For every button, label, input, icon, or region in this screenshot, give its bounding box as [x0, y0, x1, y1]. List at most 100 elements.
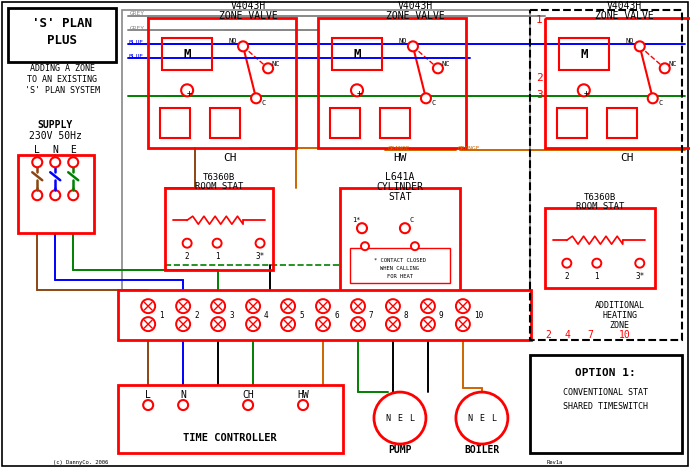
- Circle shape: [211, 317, 225, 331]
- Text: PUMP: PUMP: [388, 445, 412, 455]
- Circle shape: [68, 190, 78, 200]
- Text: 5: 5: [299, 311, 304, 320]
- Text: 10: 10: [619, 330, 631, 340]
- Circle shape: [183, 239, 192, 248]
- Text: V4043H: V4043H: [607, 1, 642, 11]
- Text: 2: 2: [194, 311, 199, 320]
- Text: 2: 2: [536, 73, 542, 83]
- Circle shape: [400, 223, 410, 233]
- Text: ROOM STAT: ROOM STAT: [575, 202, 624, 211]
- Text: C: C: [432, 100, 436, 106]
- Text: 'S' PLAN SYSTEM: 'S' PLAN SYSTEM: [25, 86, 100, 95]
- Text: ORANGE: ORANGE: [388, 146, 411, 151]
- Text: C: C: [659, 100, 663, 106]
- Circle shape: [648, 93, 658, 103]
- Text: +: +: [186, 89, 192, 98]
- Text: L: L: [409, 414, 415, 423]
- Circle shape: [176, 317, 190, 331]
- Circle shape: [263, 63, 273, 73]
- Circle shape: [635, 259, 644, 268]
- Text: 3: 3: [229, 311, 234, 320]
- Text: SUPPLY: SUPPLY: [38, 120, 73, 130]
- Text: CYLINDER: CYLINDER: [377, 182, 424, 192]
- Text: 2: 2: [545, 330, 551, 340]
- Text: BOILER: BOILER: [464, 445, 500, 455]
- Text: E: E: [397, 414, 402, 423]
- Circle shape: [421, 93, 431, 103]
- Text: 2: 2: [564, 271, 569, 281]
- Circle shape: [433, 63, 443, 73]
- Text: NC: NC: [669, 61, 677, 67]
- Text: 1: 1: [536, 15, 542, 25]
- Text: CH: CH: [224, 153, 237, 163]
- Circle shape: [143, 400, 153, 410]
- Text: ORANGE: ORANGE: [458, 146, 480, 151]
- Text: NO: NO: [229, 38, 237, 44]
- Text: 'S' PLAN: 'S' PLAN: [32, 17, 92, 30]
- Text: V4043H: V4043H: [230, 1, 266, 11]
- Text: N: N: [180, 390, 186, 400]
- Text: 230V 50Hz: 230V 50Hz: [29, 131, 81, 141]
- Circle shape: [316, 317, 330, 331]
- Text: 9: 9: [439, 311, 444, 320]
- Text: NC: NC: [442, 61, 450, 67]
- Text: ADDITIONAL: ADDITIONAL: [595, 300, 644, 310]
- Text: STAT: STAT: [388, 192, 412, 202]
- Bar: [210, 108, 240, 138]
- Text: SHARED TIMESWITCH: SHARED TIMESWITCH: [563, 402, 649, 410]
- Bar: [332, 38, 382, 70]
- Text: PLUS: PLUS: [47, 34, 77, 47]
- Circle shape: [351, 84, 363, 96]
- Bar: [340, 188, 460, 296]
- Text: HEATING: HEATING: [602, 311, 638, 320]
- Circle shape: [246, 299, 260, 313]
- Text: OPTION 1:: OPTION 1:: [575, 368, 636, 378]
- Text: 3: 3: [536, 90, 542, 100]
- Circle shape: [660, 63, 670, 73]
- Text: 4: 4: [565, 330, 571, 340]
- Text: L: L: [491, 414, 496, 423]
- Circle shape: [351, 317, 365, 331]
- Text: NC: NC: [272, 61, 280, 67]
- Text: 7: 7: [369, 311, 373, 320]
- Text: 1: 1: [215, 252, 219, 261]
- Circle shape: [251, 93, 261, 103]
- Circle shape: [361, 242, 369, 250]
- Text: V4043H: V4043H: [397, 1, 433, 11]
- Circle shape: [421, 317, 435, 331]
- Circle shape: [456, 392, 508, 444]
- Circle shape: [255, 239, 264, 248]
- Text: WHEN CALLING: WHEN CALLING: [380, 266, 420, 271]
- Circle shape: [316, 299, 330, 313]
- Circle shape: [635, 41, 644, 51]
- Text: +: +: [583, 89, 589, 98]
- Text: M: M: [353, 48, 361, 61]
- Bar: [530, 10, 682, 340]
- Bar: [545, 208, 655, 288]
- Text: T6360B: T6360B: [584, 193, 616, 202]
- Circle shape: [592, 259, 601, 268]
- Text: 7: 7: [587, 330, 593, 340]
- Circle shape: [181, 84, 193, 96]
- Text: N: N: [467, 414, 473, 423]
- Circle shape: [281, 299, 295, 313]
- Text: FOR HEAT: FOR HEAT: [387, 274, 413, 278]
- Circle shape: [50, 190, 60, 200]
- Circle shape: [243, 400, 253, 410]
- Text: 1: 1: [159, 311, 164, 320]
- Circle shape: [246, 317, 260, 331]
- Bar: [530, 355, 682, 453]
- Bar: [8, 8, 116, 62]
- Text: CH: CH: [242, 390, 254, 400]
- Text: N: N: [52, 145, 58, 155]
- Circle shape: [213, 239, 221, 248]
- Text: HW: HW: [393, 153, 406, 163]
- Text: ZONE VALVE: ZONE VALVE: [219, 11, 277, 22]
- Circle shape: [32, 190, 42, 200]
- Text: 6: 6: [334, 311, 339, 320]
- Circle shape: [68, 157, 78, 167]
- Circle shape: [408, 41, 418, 51]
- Text: 1*: 1*: [352, 217, 360, 223]
- Text: M: M: [184, 48, 191, 61]
- Circle shape: [386, 317, 400, 331]
